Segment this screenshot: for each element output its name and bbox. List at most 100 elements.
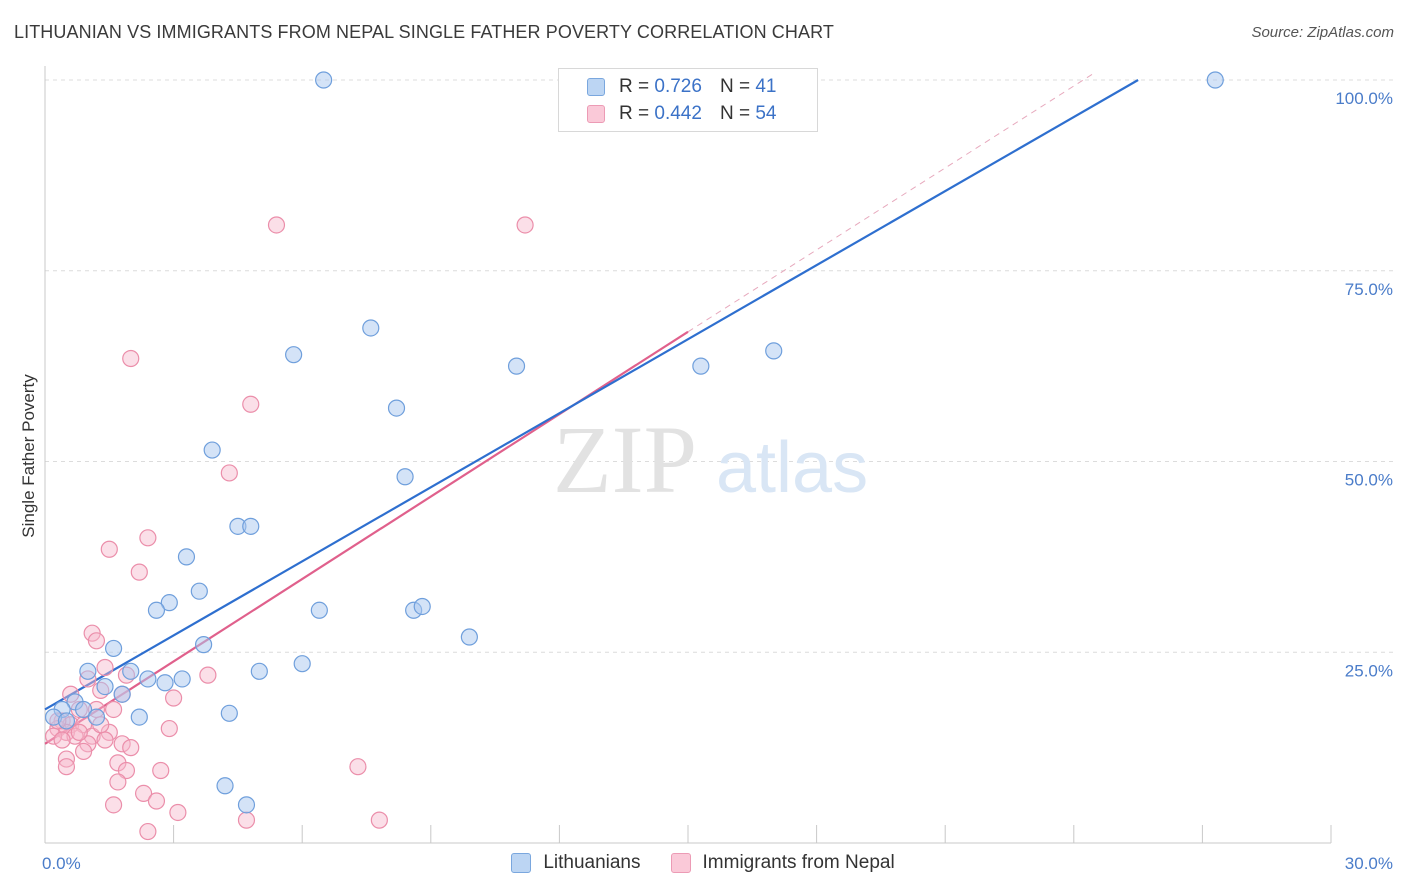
data-point-lithuanians [203, 441, 221, 459]
series-lithuanians [44, 71, 1224, 814]
source-label: Source: ZipAtlas.com [1251, 24, 1394, 41]
series-legend-lithuanians[interactable]: Lithuanians [511, 852, 641, 874]
data-point-nepal [134, 784, 153, 803]
watermark-zip: ZIP [553, 406, 697, 513]
data-point-lithuanians [160, 594, 178, 612]
data-point-lithuanians [285, 346, 303, 364]
legend-n-value: 41 [755, 76, 777, 97]
data-point-lithuanians [130, 708, 148, 726]
series-nepal [44, 216, 534, 841]
series-legend-label: Immigrants from Nepal [702, 852, 895, 873]
data-point-lithuanians [765, 342, 783, 360]
data-point-lithuanians [96, 677, 114, 696]
data-point-lithuanians [156, 674, 174, 692]
data-point-nepal [100, 540, 118, 558]
data-point-nepal [70, 723, 88, 741]
data-point-nepal [122, 349, 140, 368]
data-point-lithuanians [216, 777, 234, 795]
data-point-nepal [53, 731, 71, 749]
data-point-nepal [220, 464, 238, 482]
data-point-lithuanians [113, 685, 131, 703]
data-point-nepal [242, 395, 260, 413]
data-point-lithuanians [692, 357, 710, 375]
data-point-nepal [199, 666, 217, 684]
data-point-nepal [87, 632, 106, 650]
legend-r-label: R = [619, 103, 650, 124]
data-point-lithuanians [250, 662, 268, 680]
data-point-lithuanians [387, 399, 406, 417]
series-legend-swatch-blue [511, 853, 532, 873]
y-tick-labels: 25.0% 50.0% 75.0% 100.0% [1335, 89, 1393, 680]
y-tick-label: 75.0% [1345, 280, 1393, 299]
data-point-lithuanians [413, 597, 431, 616]
y-axis-title: Single Father Poverty [19, 374, 38, 538]
y-tick-label: 25.0% [1345, 661, 1393, 680]
legend-r-label: R = [619, 76, 650, 97]
data-point-lithuanians [57, 712, 76, 730]
data-point-lithuanians [293, 655, 311, 673]
trend-line-lithuanians [44, 79, 1139, 711]
legend: R = 0.726 N = 41 R = 0.442 N = 54 [558, 68, 818, 132]
legend-n-label: N = [719, 76, 751, 97]
data-point-lithuanians [87, 708, 106, 726]
data-point-nepal [130, 563, 148, 581]
data-point-lithuanians [507, 357, 526, 375]
legend-swatch-blue [587, 78, 605, 96]
data-point-lithuanians [315, 71, 333, 89]
data-point-nepal [160, 719, 178, 738]
data-point-lithuanians [139, 670, 157, 688]
series-legend-label: Lithuanians [543, 852, 641, 873]
data-point-nepal [104, 796, 123, 814]
y-tick-label: 50.0% [1345, 471, 1393, 490]
x-tick-label: 0.0% [42, 854, 81, 873]
x-tick-labels: 0.0% 30.0% [42, 854, 1393, 873]
data-point-nepal [267, 216, 286, 234]
data-point-nepal [370, 811, 388, 829]
axes [44, 66, 1332, 844]
series-legend-nepal[interactable]: Immigrants from Nepal [670, 852, 895, 874]
data-point-lithuanians [74, 700, 93, 719]
data-point-lithuanians [147, 601, 166, 619]
gridlines [45, 79, 1395, 653]
legend-r-value: 0.726 [654, 76, 702, 97]
data-point-nepal [113, 735, 131, 753]
data-point-lithuanians [220, 704, 238, 722]
series-legend-swatch-pink [670, 853, 691, 873]
data-point-nepal [109, 773, 127, 791]
legend-swatch-pink [587, 105, 605, 123]
series-legend: Lithuanians Immigrants from Nepal [0, 852, 1406, 874]
data-point-lithuanians [460, 628, 478, 646]
data-point-lithuanians [195, 636, 213, 654]
data-point-nepal [96, 658, 114, 677]
x-tick-label: 30.0% [1345, 854, 1393, 873]
data-point-nepal [147, 792, 166, 810]
data-point-nepal [122, 739, 140, 757]
legend-row-lithuanians: R = 0.726 N = 41 [587, 74, 776, 100]
legend-n-value: 54 [755, 103, 777, 124]
data-point-lithuanians [122, 662, 140, 680]
legend-row-nepal: R = 0.442 N = 54 [587, 101, 776, 127]
data-point-lithuanians [242, 517, 260, 535]
data-point-nepal [117, 761, 136, 780]
data-point-nepal [139, 822, 157, 841]
data-point-nepal [349, 758, 367, 776]
data-point-lithuanians [104, 639, 123, 658]
data-point-lithuanians [396, 468, 414, 486]
data-point-lithuanians [362, 319, 380, 337]
data-point-nepal [237, 811, 256, 829]
data-point-lithuanians [177, 548, 196, 566]
data-point-nepal [96, 731, 114, 749]
watermark-atlas: atlas [716, 428, 868, 508]
y-tick-label: 100.0% [1335, 89, 1393, 108]
data-point-nepal [152, 761, 170, 780]
chart-title: LITHUANIAN VS IMMIGRANTS FROM NEPAL SING… [14, 22, 834, 42]
watermark: ZIP atlas [553, 406, 868, 513]
legend-n-label: N = [719, 103, 751, 124]
data-point-nepal [516, 216, 534, 234]
data-point-lithuanians [1206, 71, 1224, 89]
data-point-nepal [165, 689, 183, 707]
data-point-nepal [139, 529, 157, 547]
legend-r-value: 0.442 [654, 103, 702, 124]
data-point-lithuanians [237, 796, 256, 814]
